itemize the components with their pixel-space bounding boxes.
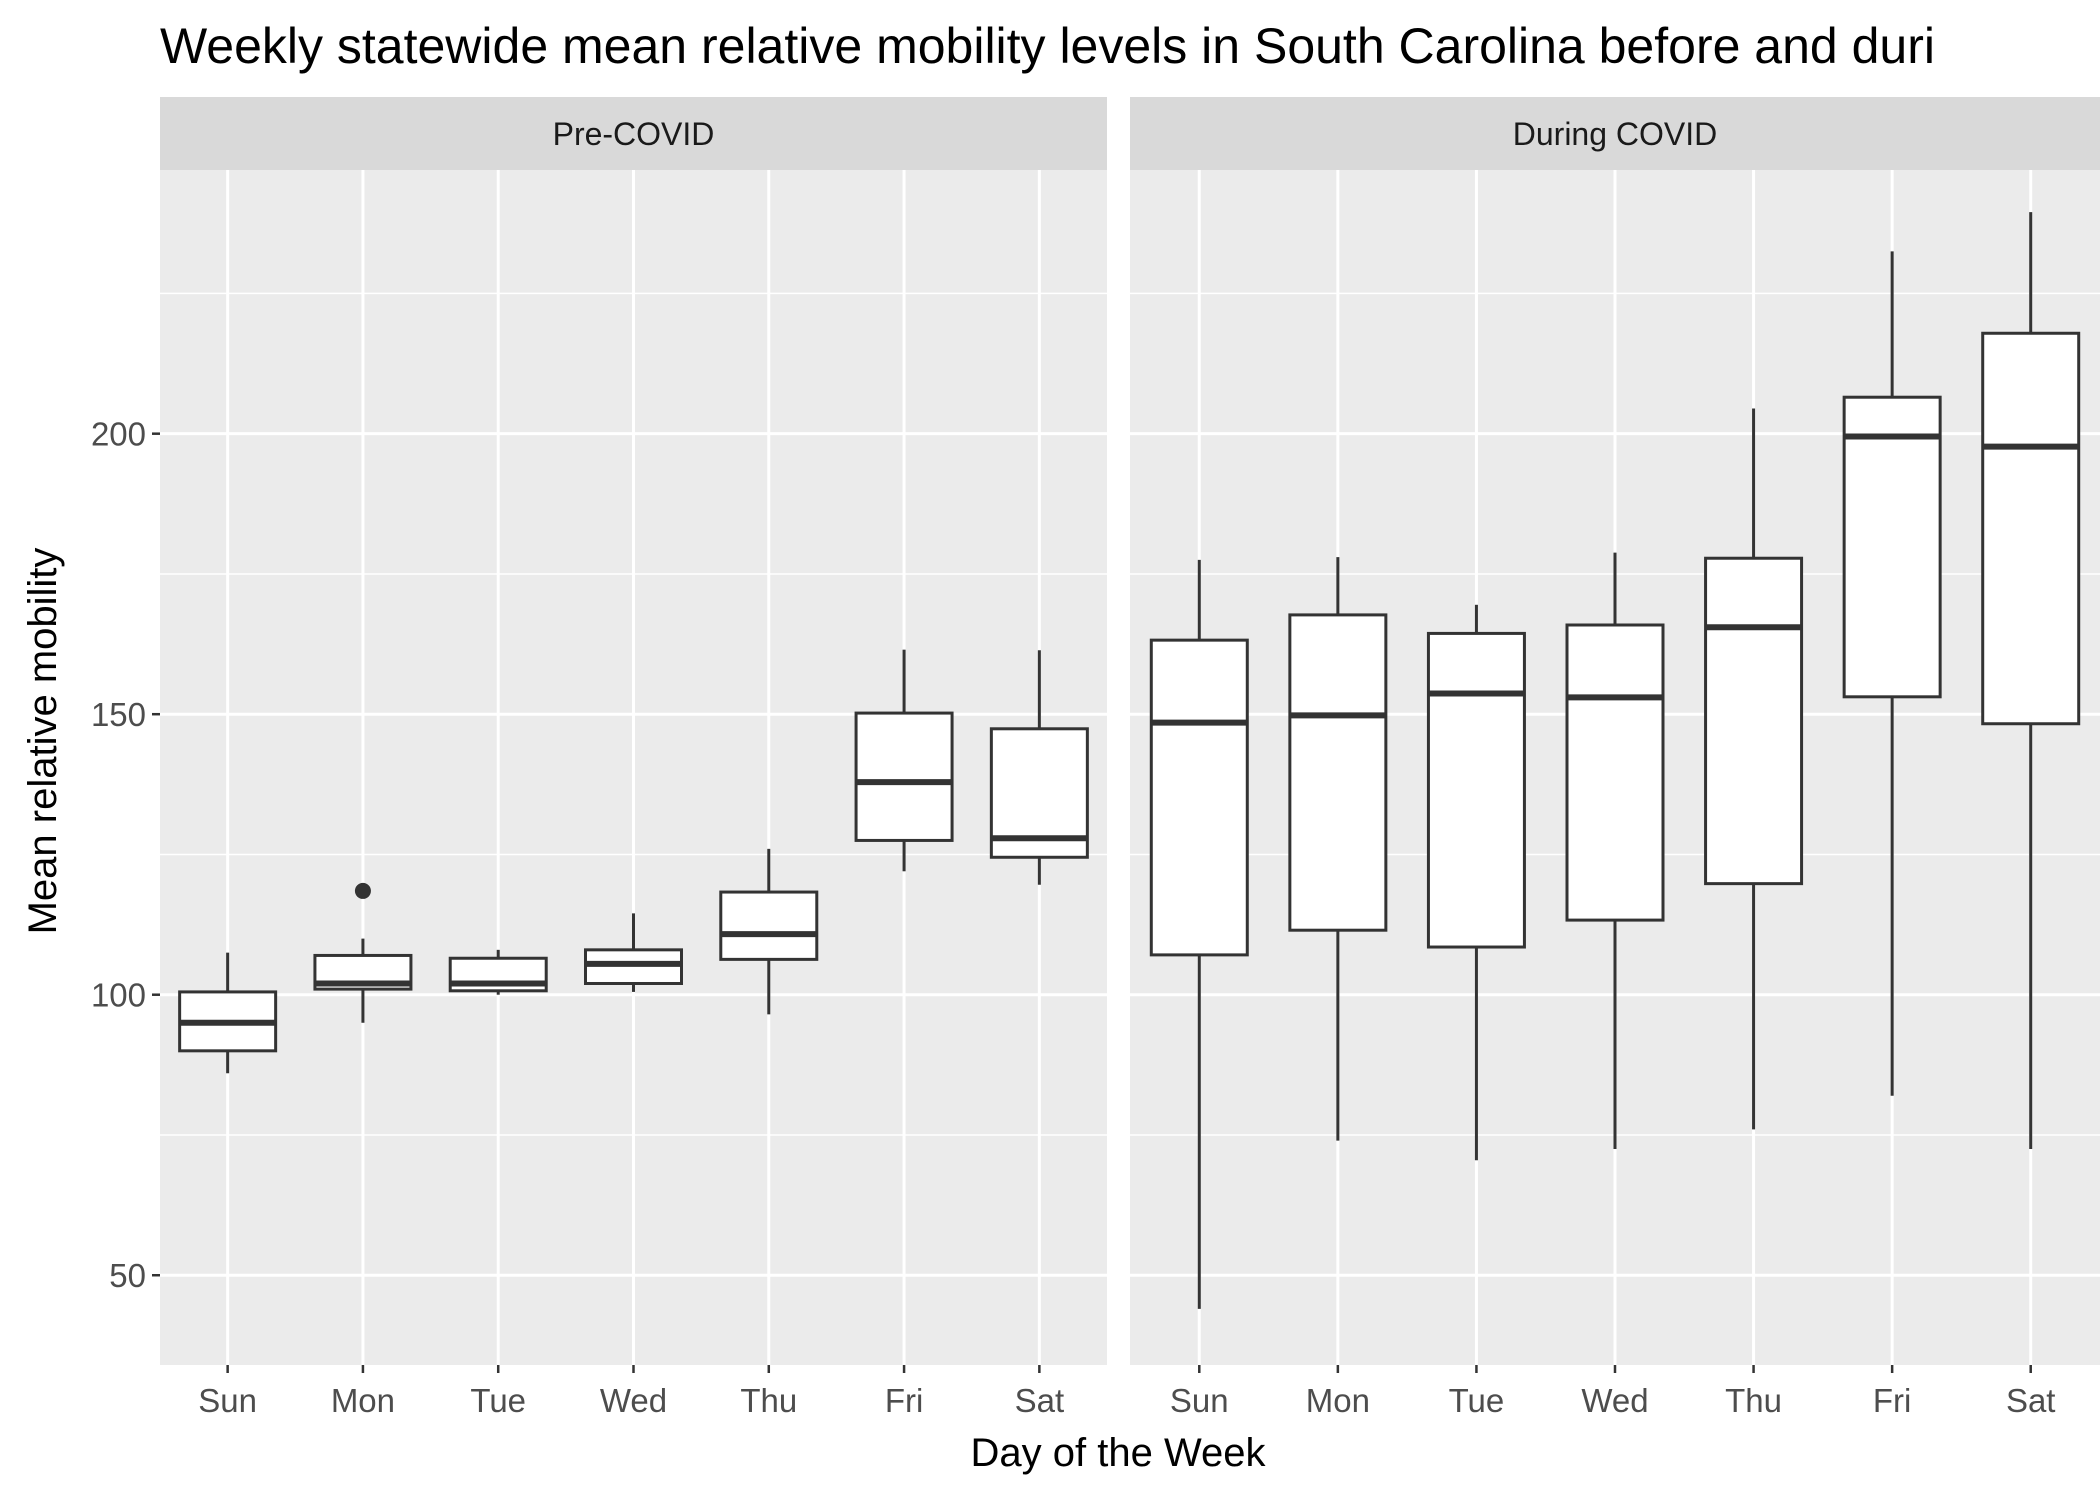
y-axis-label: Mean relative mobility bbox=[21, 548, 65, 935]
outlier-point bbox=[354, 882, 371, 899]
x-tick-label: Mon bbox=[1306, 1382, 1370, 1419]
x-tick-label: Sat bbox=[2006, 1382, 2056, 1419]
x-tick-label: Tue bbox=[1449, 1382, 1505, 1419]
iqr-box bbox=[719, 890, 819, 961]
facet-panels: 50 100 150 200 Pre-COVID Sun Mon Tue Wed Thu Fri Sa… bbox=[91, 97, 2100, 1419]
iqr-box bbox=[1288, 613, 1388, 932]
facet-strip-label: During COVID bbox=[1513, 116, 1718, 152]
box-wed bbox=[1565, 552, 1665, 1150]
iqr-box bbox=[1149, 638, 1249, 957]
x-tick-label: Sun bbox=[198, 1382, 257, 1419]
iqr-box bbox=[1426, 631, 1526, 949]
x-axis-label: Day of the Week bbox=[971, 1431, 1267, 1475]
facet-strip bbox=[1130, 97, 2100, 170]
box-fri bbox=[854, 649, 954, 872]
chart-title: Weekly statewide mean relative mobility … bbox=[160, 18, 1935, 74]
x-tick-label: Wed bbox=[1581, 1382, 1648, 1419]
iqr-box bbox=[1704, 556, 1804, 886]
box-wed bbox=[584, 913, 683, 992]
x-tick-label: Thu bbox=[740, 1382, 797, 1419]
iqr-box bbox=[1565, 623, 1665, 922]
x-tick-label: Sat bbox=[1015, 1382, 1065, 1419]
box-fri bbox=[1842, 251, 1942, 1096]
box-mon bbox=[313, 882, 413, 1023]
x-tick-label: Mon bbox=[331, 1382, 395, 1419]
iqr-box bbox=[854, 711, 954, 842]
y-tick-label: 100 bbox=[91, 977, 146, 1014]
x-tick-label: Tue bbox=[470, 1382, 526, 1419]
box-sat bbox=[989, 650, 1089, 885]
y-tick-label: 50 bbox=[109, 1257, 146, 1294]
box-tue bbox=[448, 949, 548, 995]
box-sat bbox=[1981, 212, 2081, 1150]
iqr-box bbox=[1981, 331, 2081, 726]
box-thu bbox=[719, 848, 819, 1015]
x-tick-label: Thu bbox=[1725, 1382, 1782, 1419]
x-tick-label: Fri bbox=[885, 1382, 923, 1419]
iqr-box bbox=[1842, 395, 1942, 699]
x-tick-label: Sun bbox=[1170, 1382, 1229, 1419]
box-sun bbox=[178, 952, 278, 1074]
box-sun bbox=[1149, 559, 1249, 1309]
x-tick-label: Fri bbox=[1873, 1382, 1911, 1419]
facet-panel-0: Pre-COVID Sun Mon Tue Wed Thu Fri Sat bbox=[160, 97, 1107, 1419]
box-tue bbox=[1426, 604, 1526, 1161]
x-tick-label: Wed bbox=[600, 1382, 667, 1419]
y-tick-label: 200 bbox=[91, 416, 146, 453]
y-tick-label: 150 bbox=[91, 696, 146, 733]
facet-strip-label: Pre-COVID bbox=[553, 116, 715, 152]
facet-strip bbox=[160, 97, 1107, 170]
box-mon bbox=[1288, 557, 1388, 1141]
box-thu bbox=[1704, 408, 1804, 1130]
facet-panel-1: During COVID Sun Mon Tue Wed Thu Fri Sat bbox=[1130, 97, 2100, 1419]
